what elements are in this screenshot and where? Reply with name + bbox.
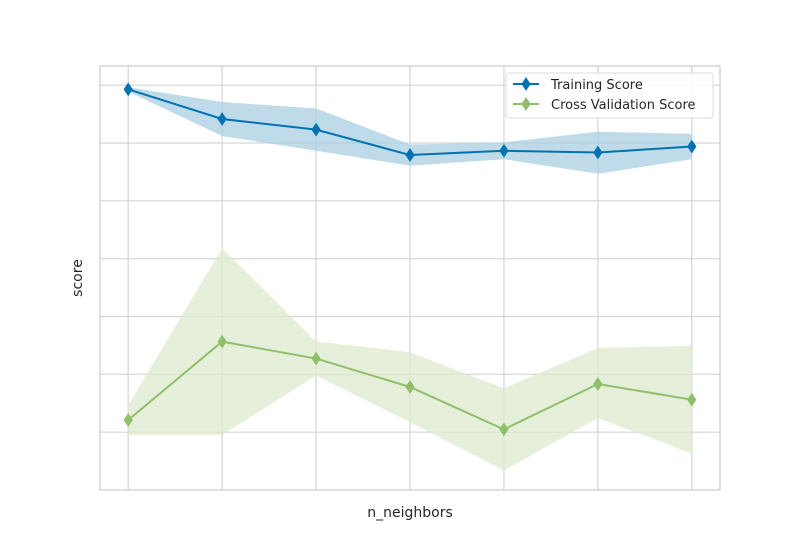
legend-box [505, 72, 714, 119]
band-series-1 [128, 248, 692, 471]
point-series-0-3 [311, 122, 321, 137]
point-series-0-6 [593, 145, 603, 160]
legend-label-cross-validation: Cross Validation Score [551, 98, 696, 113]
point-series-0-1 [123, 82, 133, 97]
legend: Training Score Cross Validation Score [505, 72, 714, 119]
legend-label-training: Training Score [550, 78, 643, 93]
point-series-1-3 [311, 351, 321, 366]
point-series-0-2 [217, 112, 227, 126]
point-series-0-4 [405, 148, 415, 162]
legend-marker-cross-validation [521, 97, 531, 111]
plot-frame [99, 65, 721, 491]
legend-marker-training [521, 77, 531, 91]
y-axis-label: score [70, 259, 86, 297]
point-series-1-6 [593, 377, 603, 391]
point-series-0-7 [687, 139, 697, 154]
point-series-1-5 [499, 422, 509, 437]
point-series-1-1 [123, 413, 133, 427]
series-markers [123, 82, 697, 437]
point-series-1-4 [405, 380, 415, 394]
x-axis-label: n_neighbors [367, 505, 453, 521]
point-series-1-7 [687, 392, 697, 407]
point-series-0-5 [499, 143, 509, 158]
point-series-1-2 [217, 334, 227, 349]
